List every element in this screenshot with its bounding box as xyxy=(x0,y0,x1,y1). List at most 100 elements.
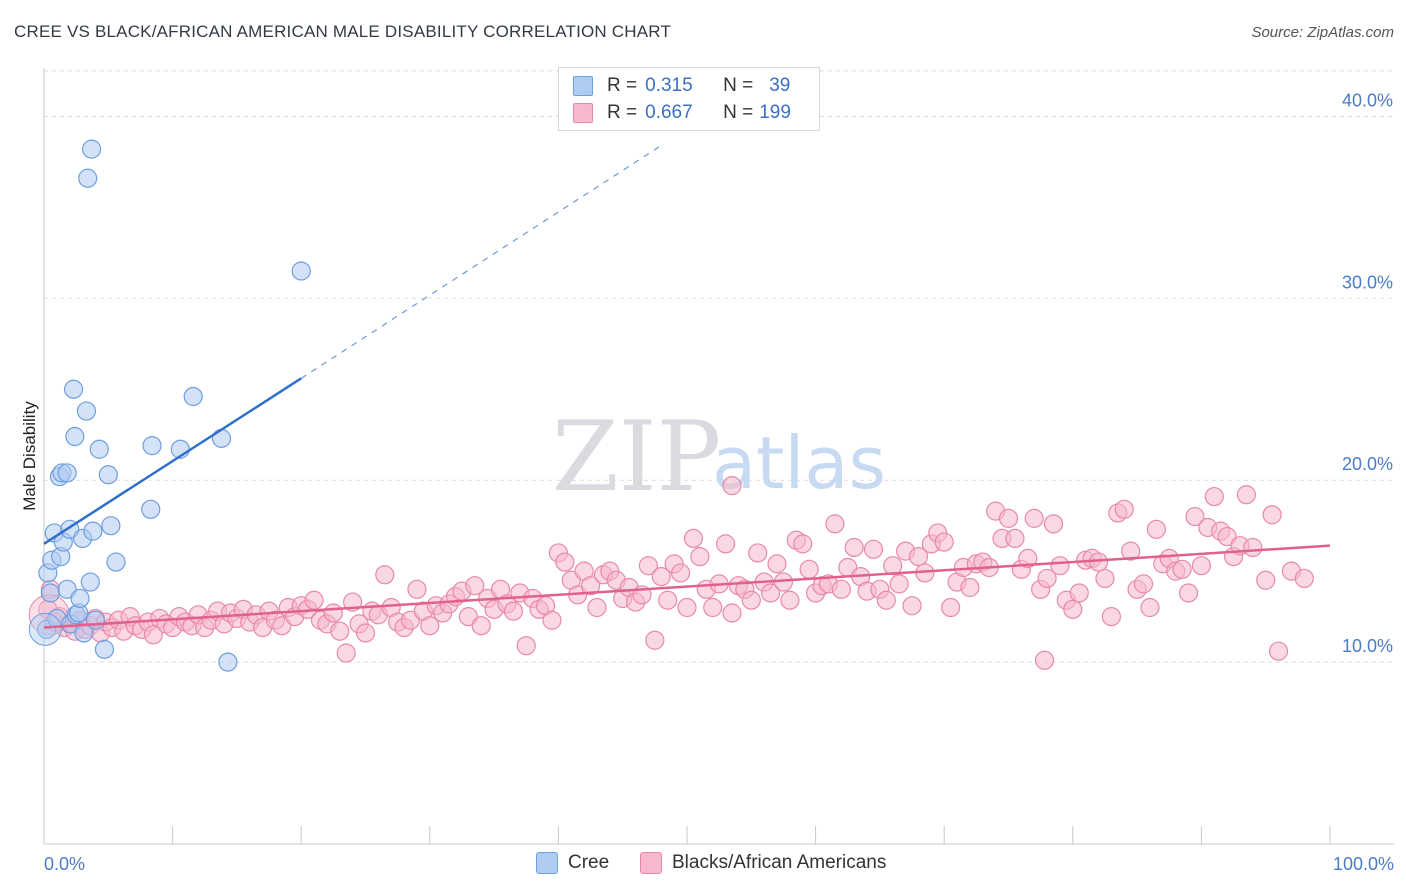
x-ticks xyxy=(172,826,1331,844)
watermark-atlas: atlas xyxy=(712,421,886,505)
cree-point xyxy=(57,463,77,483)
cree-point xyxy=(89,439,109,459)
black-point xyxy=(767,554,787,574)
black-point xyxy=(638,556,659,576)
cree-point xyxy=(63,379,84,399)
black-point xyxy=(677,597,697,618)
black-point xyxy=(420,616,440,636)
cree-point xyxy=(76,401,97,421)
black-point xyxy=(780,590,800,610)
black-point xyxy=(465,576,485,596)
black-point xyxy=(503,601,523,621)
black-point xyxy=(902,596,922,616)
y-axis-label: Male Disability xyxy=(20,401,39,511)
x-tick-label-min: 0.0% xyxy=(44,854,85,874)
black-point xyxy=(1043,514,1064,534)
black-point xyxy=(645,630,665,650)
legend-r-label: R = xyxy=(607,102,638,123)
series-swatch-cree xyxy=(536,852,558,874)
cree-trend-extension xyxy=(300,144,662,379)
legend-r-value: 0.667 xyxy=(645,102,693,123)
cree-point xyxy=(80,572,100,592)
legend-swatch-cree xyxy=(573,76,593,96)
gridlines xyxy=(44,70,1394,663)
y-tick-label: 30.0% xyxy=(1342,272,1393,292)
black-point xyxy=(1095,568,1115,589)
legend-n-label: N = xyxy=(723,75,754,96)
cree-point xyxy=(70,588,90,609)
black-point xyxy=(670,563,691,583)
black-point xyxy=(1034,650,1055,670)
series-label-cree: Cree xyxy=(568,852,610,873)
black-point xyxy=(1172,559,1192,579)
black-point xyxy=(323,603,343,623)
black-point xyxy=(587,597,607,618)
chart-title: CREE VS BLACK/AFRICAN AMERICAN MALE DISA… xyxy=(14,22,672,41)
cree-point xyxy=(65,426,85,447)
black-point xyxy=(793,534,813,554)
cree-point xyxy=(28,612,62,646)
black-point xyxy=(143,625,163,645)
series-legend-cree: Cree xyxy=(536,852,609,874)
black-point xyxy=(1191,556,1212,576)
legend-row-black: R = 0.667 N = 199 xyxy=(573,100,791,126)
black-point xyxy=(715,534,736,554)
legend-r-value: 0.315 xyxy=(645,75,693,96)
black-point xyxy=(748,543,768,563)
black-point xyxy=(1018,548,1038,569)
black-point xyxy=(722,603,742,623)
black-point xyxy=(831,579,851,599)
black-point xyxy=(1024,508,1044,528)
black-point xyxy=(941,597,961,618)
y-tick-labels: 10.0% 20.0% 30.0% 40.0% xyxy=(1342,90,1393,656)
y-tick-label: 40.0% xyxy=(1342,90,1393,110)
legend-n-label: N = xyxy=(723,102,754,123)
cree-point xyxy=(183,386,203,407)
watermark: ZIP atlas xyxy=(552,401,886,513)
black-point xyxy=(741,590,761,610)
cree-point xyxy=(85,610,106,630)
black-point xyxy=(908,546,929,567)
black-point xyxy=(375,565,395,585)
x-tick-label-max: 100.0% xyxy=(1333,854,1394,874)
cree-point xyxy=(78,168,98,188)
series-label-black: Blacks/African Americans xyxy=(672,852,887,873)
black-point xyxy=(330,621,350,641)
black-point xyxy=(1050,556,1070,576)
black-point xyxy=(690,546,710,567)
black-point xyxy=(1268,641,1289,661)
black-point xyxy=(844,537,864,558)
legend-swatch-black xyxy=(573,103,593,123)
series-legend-black: Blacks/African Americans xyxy=(640,852,886,874)
black-point xyxy=(863,539,884,559)
black-point xyxy=(760,583,781,603)
black-trend-line xyxy=(43,544,1331,629)
black-point xyxy=(555,552,575,572)
black-point xyxy=(1005,528,1025,549)
black-point xyxy=(1236,485,1257,505)
black-point xyxy=(542,610,562,630)
black-point xyxy=(998,508,1019,528)
black-point xyxy=(934,532,954,552)
cree-point xyxy=(291,261,311,281)
legend-n-value: 199 xyxy=(759,102,791,123)
black-point xyxy=(1114,499,1134,519)
source-label: Source: ZipAtlas.com xyxy=(1251,24,1394,41)
black-point xyxy=(1256,570,1276,590)
black-point xyxy=(1178,583,1199,603)
cree-trend-line xyxy=(43,377,302,545)
black-point xyxy=(471,616,491,636)
cree-point xyxy=(141,499,161,519)
black-point xyxy=(799,559,819,579)
black-point xyxy=(1204,486,1224,507)
black-point xyxy=(960,577,980,598)
black-point xyxy=(516,636,536,656)
series-swatch-black xyxy=(640,852,662,874)
black-point xyxy=(889,574,909,594)
black-point xyxy=(1063,599,1083,619)
black-point xyxy=(1140,597,1160,618)
y-tick-label: 20.0% xyxy=(1342,454,1393,474)
cree-point xyxy=(98,465,118,485)
black-point xyxy=(336,643,356,663)
cree-point xyxy=(142,436,162,456)
